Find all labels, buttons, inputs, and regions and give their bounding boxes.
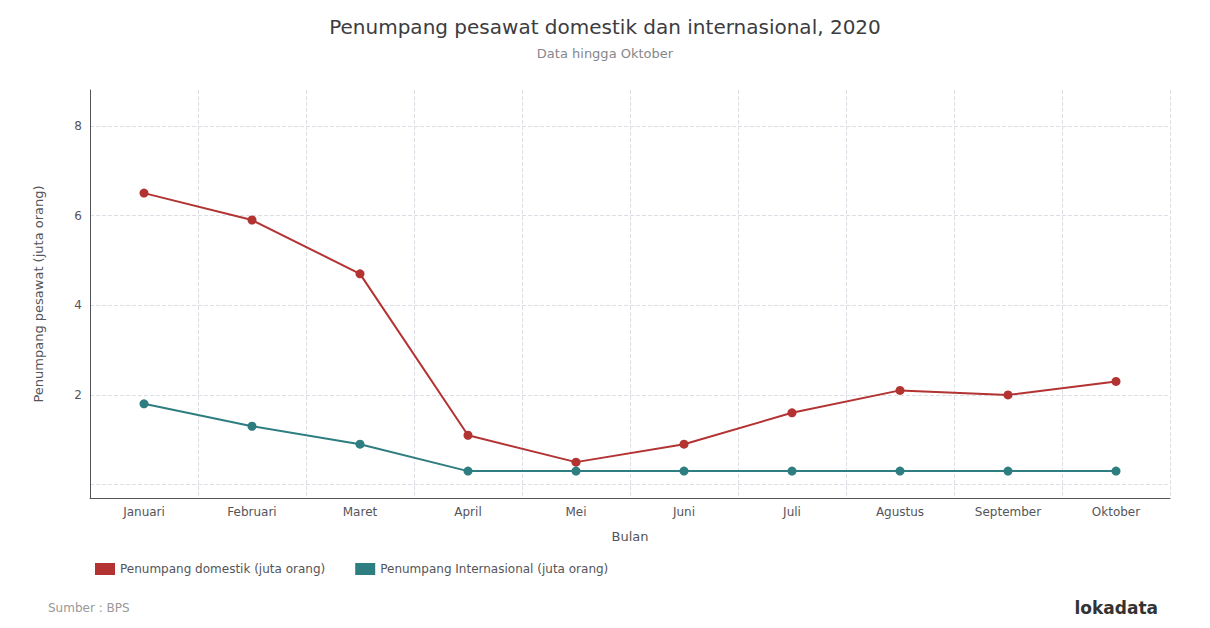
svg-text:Penumpang pesawat (juta orang): Penumpang pesawat (juta orang) — [31, 185, 46, 402]
svg-text:2: 2 — [74, 388, 82, 402]
svg-text:Oktober: Oktober — [1092, 505, 1140, 519]
svg-text:lokadata: lokadata — [1074, 598, 1158, 618]
svg-text:Bulan: Bulan — [612, 529, 649, 544]
svg-text:Data hingga Oktober: Data hingga Oktober — [537, 46, 674, 61]
svg-text:Sumber : BPS: Sumber : BPS — [48, 601, 130, 615]
svg-text:Maret: Maret — [343, 505, 378, 519]
svg-text:8: 8 — [74, 119, 82, 133]
svg-text:Penumpang domestik (juta orang: Penumpang domestik (juta orang) — [120, 562, 325, 576]
svg-text:Penumpang Internasional (juta: Penumpang Internasional (juta orang) — [380, 562, 608, 576]
svg-text:September: September — [975, 505, 1041, 519]
svg-text:Juni: Juni — [672, 505, 695, 519]
svg-text:Juli: Juli — [782, 505, 801, 519]
svg-text:April: April — [454, 505, 481, 519]
svg-text:Februari: Februari — [227, 505, 276, 519]
svg-text:4: 4 — [74, 298, 82, 312]
svg-text:Agustus: Agustus — [876, 505, 924, 519]
svg-text:6: 6 — [74, 209, 82, 223]
svg-text:Mei: Mei — [565, 505, 586, 519]
svg-text:Penumpang pesawat domestik dan: Penumpang pesawat domestik dan internasi… — [329, 15, 881, 39]
svg-text:Januari: Januari — [122, 505, 165, 519]
